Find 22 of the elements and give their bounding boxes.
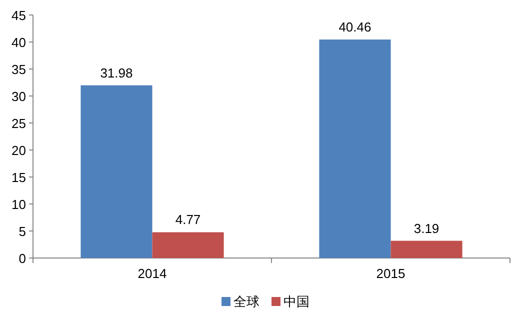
y-tick-label: 15 bbox=[12, 170, 26, 185]
y-tick-label: 45 bbox=[12, 8, 26, 23]
y-tick-label: 25 bbox=[12, 116, 26, 131]
y-tick-label: 40 bbox=[12, 35, 26, 50]
y-tick-label: 20 bbox=[12, 143, 26, 158]
legend-label: 中国 bbox=[284, 294, 310, 309]
y-tick-label: 30 bbox=[12, 89, 26, 104]
x-tick-label: 2015 bbox=[376, 266, 406, 281]
data-label: 31.98 bbox=[100, 65, 133, 80]
data-label: 4.77 bbox=[175, 212, 201, 228]
y-tick-label: 0 bbox=[18, 251, 26, 266]
bar bbox=[80, 85, 152, 258]
y-tick-label: 5 bbox=[18, 224, 26, 239]
y-tick-label: 10 bbox=[12, 197, 26, 212]
legend-label: 全球 bbox=[234, 294, 260, 309]
y-tick-label: 35 bbox=[12, 62, 26, 77]
bar bbox=[319, 40, 391, 258]
data-label: 3.19 bbox=[414, 220, 440, 236]
x-tick-label: 2014 bbox=[138, 266, 167, 281]
bar bbox=[152, 232, 224, 258]
bar bbox=[390, 240, 462, 258]
data-label: 40.46 bbox=[338, 20, 372, 35]
